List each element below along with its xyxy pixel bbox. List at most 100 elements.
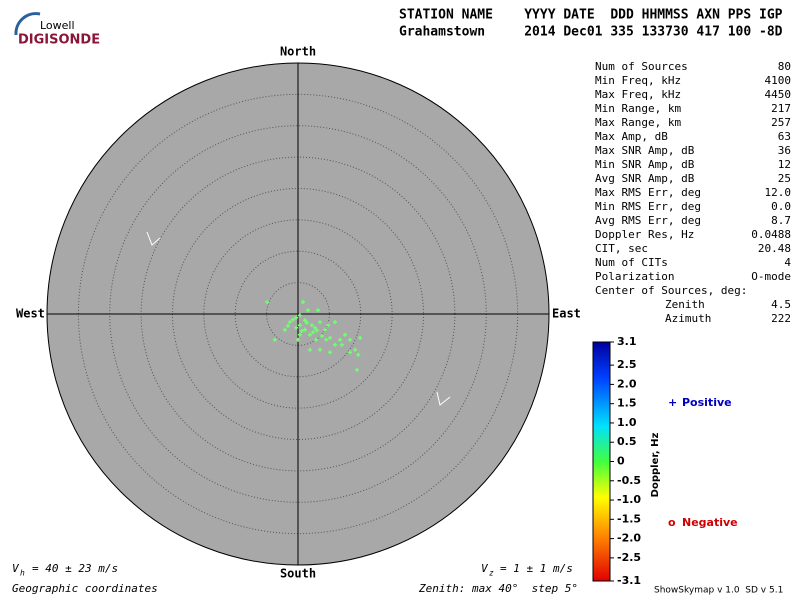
colorbar-label: Doppler, Hz [650,433,661,498]
source-point [311,330,316,335]
source-point [317,320,322,325]
stat-label: Max Freq, kHz [595,88,681,101]
stat-label: Max RMS Err, deg [595,186,701,199]
colorbar-ticks: 3.1 2.5 2.0 1.5 1.0 0.5 0 -0.5 -1.0 -1.5 -2.0 -2.5 -… [610,335,641,587]
stat-label: Min Range, km [595,102,681,115]
source-point [294,325,299,330]
sources [265,300,363,372]
west-label: West [16,307,45,321]
source-point [333,320,338,325]
source-point [328,350,333,355]
stat-value: 0.0488 [751,228,791,241]
colorbar-tick-label: -0.5 [617,474,641,487]
colorbar-tick-label: -2.0 [617,532,641,545]
stat-value: 12.0 [765,186,792,199]
source-point [265,300,270,305]
vh-text: = 40 ± 23 m/s [32,562,118,575]
stat-value: 63 [778,130,791,143]
stat-value: 217 [771,102,791,115]
source-point [328,335,333,340]
source-point [297,332,302,337]
stat-label: Min SNR Amp, dB [595,158,695,171]
stat-value: 8.7 [771,214,791,227]
vector-marker [436,391,451,406]
stat-value: 20.48 [758,242,791,255]
source-point [302,327,307,332]
source-point [306,308,311,313]
logo-bottom: DIGISONDE [18,33,100,48]
logo-top: Lowell [40,19,75,32]
source-point [326,323,331,328]
source-point [309,323,314,328]
stat-value: 257 [771,116,791,129]
colorbar-tick-label: 2.5 [617,358,637,371]
stat-value: 12 [778,158,791,171]
stat-value: 36 [778,144,791,157]
stat-label: Num of Sources [595,60,688,73]
vz-symbol: V [481,562,489,575]
colorbar-tick-label: -1.0 [617,493,641,506]
source-point [338,337,343,342]
source-point [287,320,292,325]
stat-label: Min Freq, kHz [595,74,681,87]
source-point [324,337,329,342]
source-point [304,320,309,325]
center-value: 222 [771,312,791,325]
source-point [294,315,299,320]
source-point [307,332,312,337]
stat-label: Doppler Res, Hz [595,228,694,241]
source-point [333,342,338,347]
positive-symbol: + [668,396,677,409]
source-point [348,350,353,355]
colorbar-tick-label: 3.1 [617,335,637,348]
stat-label: Max SNR Amp, dB [595,144,695,157]
source-point [356,352,361,357]
source-point [314,337,319,342]
stat-label: Max Amp, dB [595,130,668,143]
stat-label: Min RMS Err, deg [595,200,701,213]
stat-value: 80 [778,60,791,73]
header-labels: STATION NAME YYYY DATE DDD HHMMSS AXN PP… [399,8,783,23]
colorbar-tick-label: 0 [617,455,625,468]
source-point [296,337,300,342]
source-point [297,313,302,318]
source-point [301,300,306,305]
vz-sub: z [489,569,494,578]
south-label: South [280,567,316,581]
colorbar-tick-label: 2.0 [617,377,637,390]
source-point [312,325,317,330]
source-point [299,328,304,333]
source-point [322,327,327,332]
stat-value: 4 [784,256,791,269]
source-point [290,317,295,322]
stat-label: Polarization [595,270,674,283]
center-label: Azimuth [665,312,711,325]
east-label: East [552,307,581,321]
negative-label: Negative [682,516,738,529]
stat-value: O-mode [751,270,791,283]
colorbar-tick-label: 0.5 [617,435,637,448]
stat-value: 4450 [765,88,792,101]
north-label: North [280,45,316,59]
stats-table: Num of Sources 80 Min Freq, kHz 4100 Max Fre… [595,60,791,325]
coords-note: Geographic coordinates [12,582,158,595]
source-point [358,335,363,340]
source-point [316,308,321,313]
source-point [285,323,290,328]
stat-value: 0.0 [771,200,791,213]
source-point [302,318,307,323]
source-point [319,333,324,338]
negative-symbol: o [668,516,676,529]
center-value: 4.5 [771,298,791,311]
colorbar [592,341,611,582]
logo-arc [14,12,41,36]
center-label: Zenith [665,298,705,311]
stat-label: Avg SNR Amp, dB [595,172,695,185]
source-point [314,328,319,333]
colorbar-tick-label: 1.0 [617,416,637,429]
stat-value: 25 [778,172,791,185]
source-point [317,347,322,352]
source-point [348,337,353,342]
